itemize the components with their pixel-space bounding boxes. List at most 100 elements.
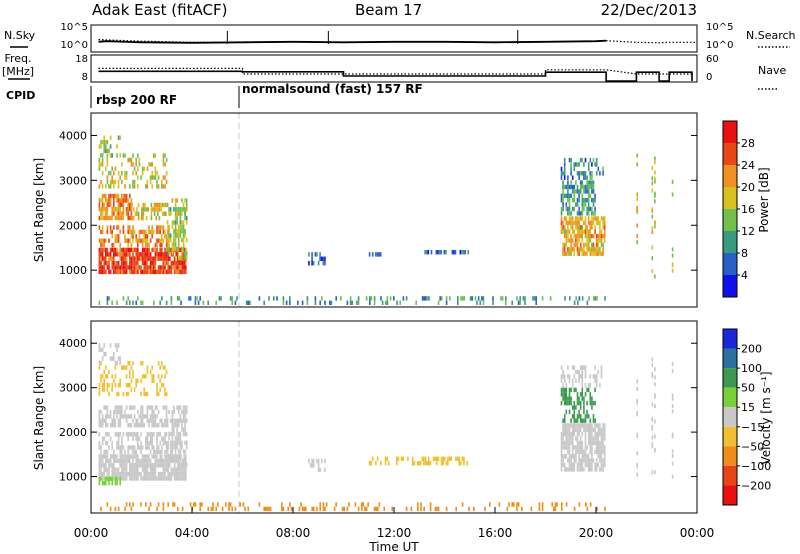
velocity-cell-577 [173, 409, 175, 415]
velocity-cell-1276 [268, 506, 270, 512]
power-cell-1223 [330, 300, 333, 305]
power-cell-27 [106, 247, 109, 253]
power-stripe-cell-3-13 [671, 192, 674, 197]
power-cell-924 [586, 251, 588, 256]
power-colorbar-segment-0 [723, 275, 737, 297]
velocity-cell-836 [455, 456, 457, 461]
velocity-cell-742 [161, 361, 163, 366]
power-cell-129 [137, 269, 139, 275]
velocity-cell-66 [119, 463, 121, 468]
power-cell-145 [143, 260, 145, 266]
velocity-cell-316 [108, 432, 110, 437]
power-stripe-cell-3-3 [671, 262, 674, 267]
power-cell-995 [603, 233, 606, 239]
velocity-cell-367 [140, 445, 142, 450]
velocity-cell-893 [568, 445, 571, 450]
power-cell-284 [100, 229, 102, 235]
power-cell-974 [599, 233, 601, 239]
power-cell-511 [150, 207, 153, 212]
power-cell-1082 [587, 193, 590, 198]
power-stripe-cell-2-17 [654, 160, 656, 165]
velocity-ylabel: Slant Range [km] [32, 366, 46, 470]
velocity-cell-434 [106, 405, 109, 410]
velocity-cell-743 [161, 374, 163, 379]
power-cell-1194 [220, 296, 222, 301]
power-cell-723 [151, 184, 153, 189]
velocity-cell-127 [137, 467, 139, 472]
cpid-mode-1: rbsp 200 RF [96, 93, 177, 107]
power-cell-263 [180, 265, 182, 270]
power-cell-824 [563, 225, 566, 230]
power-cell-133 [140, 252, 142, 257]
velocity-cell-587 [174, 436, 177, 441]
velocity-cell-1363 [589, 502, 592, 507]
power-cell-229 [169, 269, 171, 275]
velocity-cell-285 [101, 481, 104, 486]
velocity-cell-803 [400, 456, 403, 461]
power-cell-1301 [578, 296, 581, 301]
velocity-cell-1290 [313, 506, 315, 512]
power-cell-849 [568, 251, 571, 256]
power-cell-1306 [594, 296, 597, 301]
power-cell-819 [562, 229, 564, 234]
power-cell-887 [578, 225, 580, 230]
velocity-cell-344 [127, 449, 129, 455]
velocity-cell-149 [145, 458, 147, 464]
power-cell-4 [98, 265, 101, 270]
power-cell-1159 [98, 300, 101, 305]
power-cell-125 [137, 252, 139, 257]
velocity-cell-438 [108, 414, 110, 419]
velocity-cell-989 [586, 458, 588, 463]
power-cell-521 [157, 202, 159, 208]
power-cell-1013 [565, 206, 568, 212]
velocity-cell-346 [129, 445, 131, 450]
power-cell-939 [591, 216, 593, 221]
velocity-cell-270 [183, 454, 185, 459]
power-cell-660 [109, 179, 112, 185]
velocity-cell-1040 [595, 462, 598, 468]
power-cell-1099 [592, 189, 595, 194]
velocity-cell-189 [156, 476, 158, 481]
power-cell-848 [568, 247, 571, 252]
power-cell-223 [167, 260, 169, 266]
velocity-heatmap-cells [98, 343, 674, 512]
power-cell-339 [138, 234, 141, 239]
power-cell-579 [176, 198, 178, 203]
velocity-cell-580 [173, 427, 175, 432]
power-cell-24 [105, 256, 107, 261]
velocity-cell-696 [125, 391, 128, 397]
power-cell-1197 [231, 300, 233, 305]
velocity-cell-620 [179, 458, 182, 463]
power-cell-685 [125, 175, 128, 180]
velocity-cell-1096 [563, 387, 566, 393]
velocity-cell-813 [423, 456, 425, 461]
velocity-cell-172 [151, 467, 153, 472]
velocity-cell-79 [122, 471, 125, 477]
velocity-cell-886 [567, 458, 569, 463]
velocity-cell-921 [573, 454, 576, 459]
power-cell-799 [435, 250, 438, 255]
power-cell-547 [168, 246, 170, 252]
velocity-cell-752 [165, 391, 168, 397]
velocity-stripe-cell-3-4 [671, 453, 674, 458]
velocity-cell-304 [100, 445, 102, 450]
velocity-cell-973 [583, 458, 585, 463]
velocity-cell-721 [143, 391, 145, 397]
velocity-cell-448 [114, 405, 117, 410]
power-cell-971 [599, 220, 601, 226]
velocity-cell-492 [138, 423, 141, 428]
velocity-cell-793 [375, 461, 377, 466]
velocity-cell-835 [450, 456, 452, 461]
power-cell-585 [176, 233, 178, 238]
power-cell-1009 [563, 193, 566, 198]
power-stripe-cell-0-6 [636, 196, 638, 201]
power-cell-271 [183, 252, 185, 257]
velocity-cell-708 [132, 369, 134, 375]
power-cell-566 [174, 198, 177, 203]
velocity-cell-1048 [597, 449, 600, 454]
velocity-cell-1209 [584, 383, 587, 388]
power-cell-112 [132, 269, 134, 275]
power-cell-814 [560, 220, 563, 226]
velocity-cell-522 [153, 414, 155, 419]
power-cell-209 [164, 247, 166, 253]
